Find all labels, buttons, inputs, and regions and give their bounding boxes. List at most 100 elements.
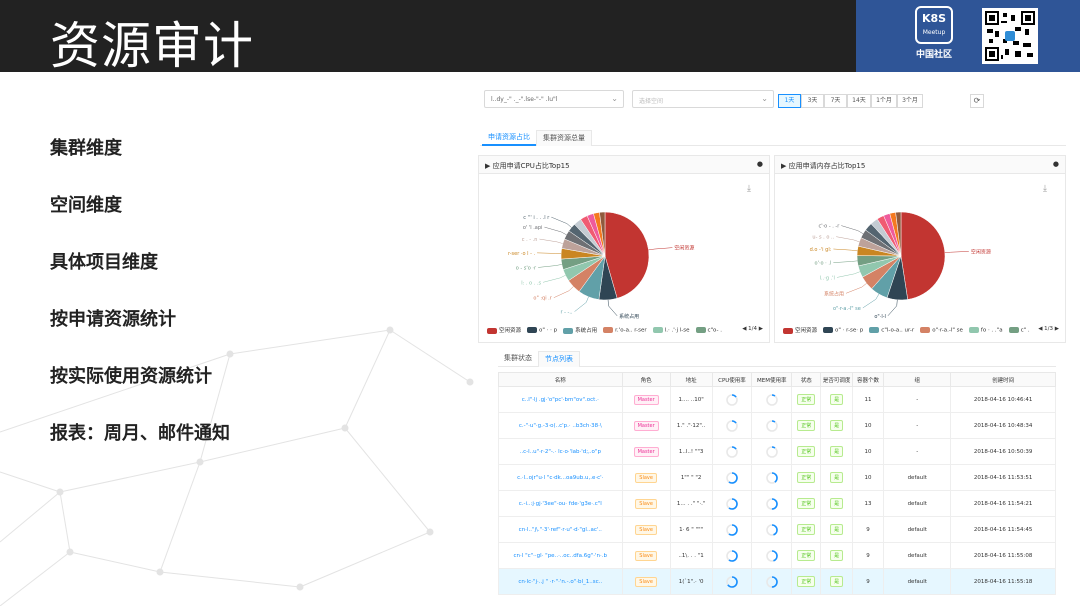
node-name-link[interactable]: c.-i..:j·gj·'3ee"·ou· fde·'g3e·.c"l [498, 490, 623, 517]
node-name-link[interactable]: cn·l.."j\."·3'·ref"·r·u"·d·"gl..ac'.. [498, 516, 623, 543]
table-row[interactable]: cn·l "c"··gl· "pe..·..oc..dfa.6g"·'n·.b S… [498, 542, 1056, 569]
created-time: 2018-04-16 11:55:08 [950, 542, 1056, 569]
logo-caption: 中国社区 [915, 50, 952, 60]
role-badge: Master [633, 394, 659, 405]
info-icon[interactable]: ● [756, 160, 763, 168]
tab-cluster-total[interactable]: 集群资源总量 [536, 130, 592, 146]
container-count: 10 [851, 464, 885, 491]
topic-actual-usage: 按实际使用资源统计 [50, 366, 212, 387]
status-cell: 正常 [791, 516, 822, 543]
legend-item[interactable]: l.· .'·j l-se [652, 326, 690, 333]
cpu-usage-ring [711, 464, 753, 491]
role-badge: Master [633, 446, 659, 457]
legend-item[interactable]: 空闲资源 [487, 326, 521, 334]
schedulable-badge: 是 [830, 446, 844, 457]
slice-label: c ''' i . . .l r [523, 215, 550, 221]
node-name-link[interactable]: c.-"·u"·g.-3·o(..c'p.· ..b3ch·38·\ [498, 412, 623, 439]
mem-usage-ring [751, 490, 793, 517]
pie-slice[interactable] [900, 211, 946, 300]
slice-label: 系统占用 [619, 313, 639, 320]
table-row[interactable]: cn·lc·"j·..j " ·r·"·'n.-.o"·bl_1..sc.. Sl… [498, 568, 1056, 595]
legend-pager[interactable]: ◀ 1/3 ▶ [1036, 326, 1059, 332]
node-tabs: 集群状态 节点列表 [498, 351, 1056, 367]
tab-requested-share[interactable]: 申请资源占比 [482, 130, 536, 146]
pie-slice[interactable] [599, 211, 606, 257]
legend-item[interactable]: 空闲资源 [783, 326, 817, 334]
legend-item[interactable]: c"o- . [695, 326, 722, 333]
legend-item[interactable]: r.'o-a.. r-ser [603, 326, 647, 333]
legend-item[interactable]: c" . [1008, 326, 1030, 333]
column-header: MEM使用率 [751, 372, 793, 387]
label-line [836, 236, 860, 243]
tab-cluster-status[interactable]: 集群状态 [504, 354, 532, 362]
download-icon[interactable]: ⤓ [1043, 184, 1047, 194]
column-header: 角色 [621, 372, 671, 387]
card-title: ▶ 应用申请CPU占比Top15 [485, 162, 570, 170]
range-3d-button[interactable]: 3天 [801, 94, 824, 108]
pie-slice[interactable] [895, 211, 902, 257]
table-row[interactable]: c.·l..ojr"u·l "c·dk...oa9ub.u,.e·c'· Slav… [498, 464, 1056, 491]
label-line [862, 293, 880, 309]
pie-slice[interactable] [604, 211, 650, 299]
namespace-select[interactable]: 选择空间 ⌄ [632, 90, 774, 108]
legend-item[interactable]: 系统占用 [563, 326, 597, 334]
table-header-row: 名称 角色 地址 CPU使用率 MEM使用率 状态 是否可调度 容器个数组创建时间 [498, 372, 1056, 387]
chart-legend: 空闲资源 o" · · p 系统占用 r.'o-a.. r-ser l.· .'·j l… [487, 326, 763, 338]
download-icon[interactable]: ⤓ [747, 184, 751, 194]
schedulable-badge: 是 [830, 472, 844, 483]
label-line [574, 296, 589, 312]
node-name-link[interactable]: cn·l "c"··gl· "pe..·..oc..dfa.6g"·'n·.b [498, 542, 623, 569]
role-badge: Slave [635, 472, 657, 483]
role-badge: Slave [635, 524, 657, 535]
tab-node-list[interactable]: 节点列表 [538, 351, 580, 367]
node-name-link[interactable]: cn·lc·"j·..j " ·r·"·'n.-.o"·bl_1..sc.. [498, 568, 623, 595]
table-row[interactable]: cn·l.."j\."·3'·ref"·r·u"·d·"gl..ac'.. Sla… [498, 516, 1056, 543]
cluster-select[interactable]: l..dy_-" ._-".lse-"-" .lu"l ⌄ [484, 90, 624, 108]
cpu-usage-ring [711, 490, 753, 517]
node-name-link[interactable]: c..l"·lj .gj·'o"pc'·bm"ov".oct.· [498, 386, 623, 413]
info-icon[interactable]: ● [1052, 160, 1059, 168]
legend-item[interactable]: o"·r-a.-l" se [920, 326, 963, 333]
column-header: 创建时间 [950, 372, 1056, 387]
legend-item[interactable]: o" · r-se· p [823, 326, 863, 333]
slice-label: o'·o · .l [815, 261, 832, 267]
status-cell: 正常 [791, 386, 822, 413]
cpu-pie-card: ▶ 应用申请CPU占比Top15 ● ⤓ 空闲资源 系统占用 r - -.. o" :… [478, 155, 770, 343]
range-14d-button[interactable]: 14天 [847, 94, 871, 108]
created-time: 2018-04-16 11:54:45 [950, 516, 1056, 543]
address-cell: 1." ."·12".. [669, 412, 713, 439]
address-cell: 1"" " "2 [669, 464, 713, 491]
table-row[interactable]: c.-"·u"·g.-3·o(..c'p.· ..b3ch·38·\ Master… [498, 412, 1056, 439]
legend-item[interactable]: o" · · p [527, 326, 557, 333]
container-count: 9 [851, 516, 885, 543]
range-1d-button[interactable]: 1天 [778, 94, 801, 108]
range-7d-button[interactable]: 7天 [824, 94, 847, 108]
status-cell: 正常 [791, 464, 822, 491]
table-row[interactable]: ..c-l..u"·r·2"-.· lc·o·'lab·'d;,.o"p Mast… [498, 438, 1056, 465]
slice-label: o - s'o ·r [516, 265, 537, 271]
range-3m-button[interactable]: 3个月 [897, 94, 923, 108]
node-name-link[interactable]: c.·l..ojr"u·l "c·dk...oa9ub.u,.e·c'· [498, 464, 623, 491]
schedulable-cell: 是 [820, 490, 853, 517]
schedulable-cell: 是 [820, 412, 853, 439]
card-header: ▶ 应用申请内存占比Top15 ● [775, 156, 1065, 174]
legend-item[interactable]: c"l-o-a.. ur-r [869, 326, 914, 333]
node-name-link[interactable]: ..c-l..u"·r·2"-.· lc·o·'lab·'d;,.o"p [498, 438, 623, 465]
slice-label: 系统占用 [824, 290, 844, 297]
refresh-icon[interactable]: ⟳ [970, 94, 984, 108]
address-cell: 1.... ..10" [669, 386, 713, 413]
address-cell: 1... . ." "·." [669, 490, 713, 517]
column-header: 名称 [498, 372, 623, 387]
table-row[interactable]: c.-i..:j·gj·'3ee"·ou· fde·'g3e·.c"l Slave… [498, 490, 1056, 517]
cpu-usage-ring [711, 568, 753, 595]
memory-pie-chart: 空闲资源 o"·l-l o"·r-a.-l" se 系统占用 l..·g .'l o'·o… [810, 211, 991, 320]
legend-item[interactable]: fo · . ."a [968, 326, 1003, 333]
table-row[interactable]: c..l"·lj .gj·'o"pc'·bm"ov".oct.· Master 1.… [498, 386, 1056, 413]
range-1m-button[interactable]: 1个月 [871, 94, 897, 108]
mem-usage-ring [751, 386, 793, 413]
topic-project-dimension: 具体项目维度 [50, 252, 158, 273]
legend-pager[interactable]: ◀ 1/4 ▶ [740, 326, 763, 332]
page-title: 资源审计 [50, 17, 254, 75]
group-cell: default [883, 568, 952, 595]
